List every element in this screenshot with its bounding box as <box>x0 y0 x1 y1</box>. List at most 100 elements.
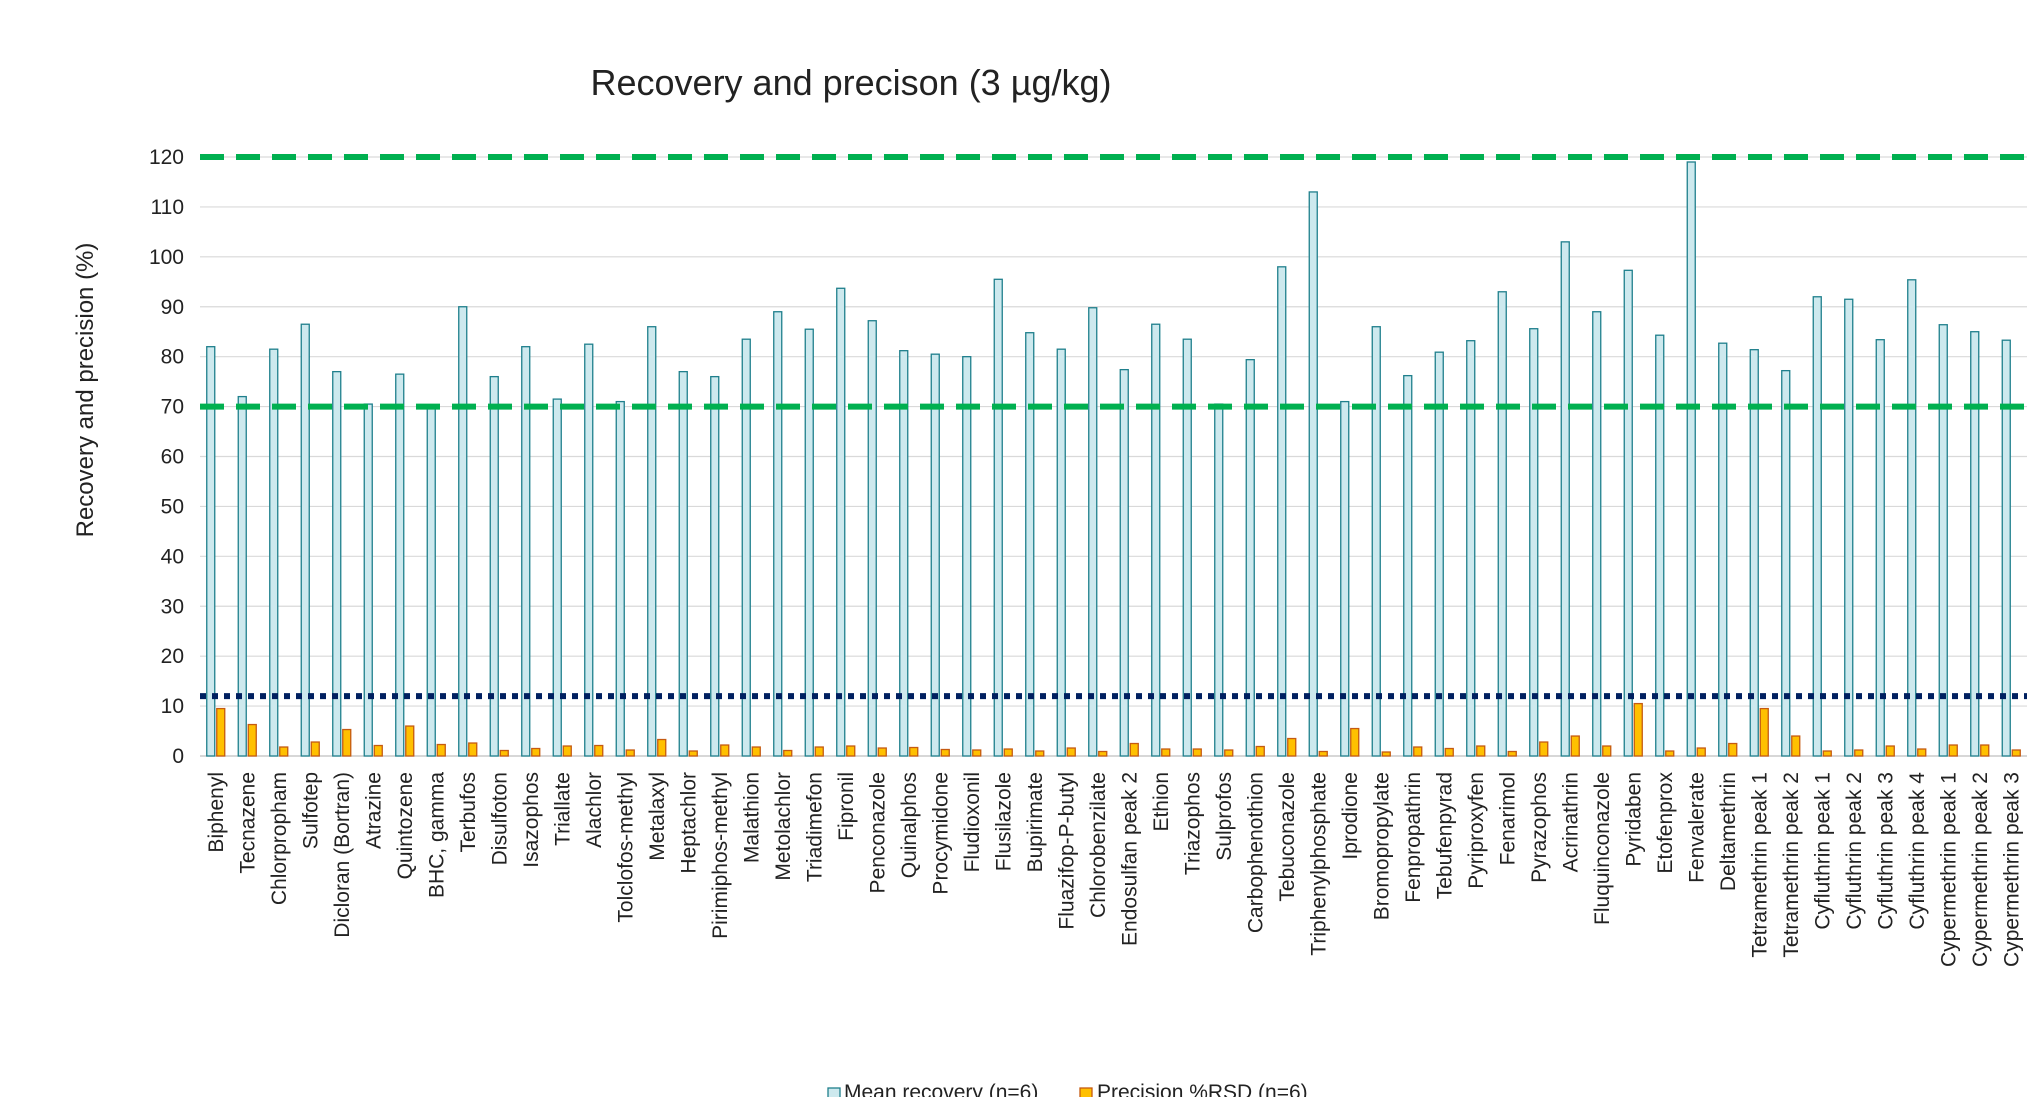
x-category-label: Fenpropathrin <box>1402 772 1425 903</box>
bar-precision-rsd <box>216 707 226 757</box>
bar-mean-recovery <box>899 350 909 757</box>
x-category-label: Heptachlor <box>677 772 700 874</box>
bar-precision-rsd <box>688 750 698 757</box>
bar-precision-rsd <box>625 749 635 757</box>
y-axis-label: Recovery and precision (%) <box>72 243 99 538</box>
x-category-label: Iprodione <box>1339 772 1362 860</box>
x-category-label: Fenvalerate <box>1685 772 1708 883</box>
bar-precision-rsd <box>1507 750 1517 757</box>
x-category-label: Cyfluthrin peak 3 <box>1874 772 1897 930</box>
y-tick-label: 50 <box>161 495 184 518</box>
bar-precision-rsd <box>405 725 415 757</box>
bar-precision-rsd <box>1413 746 1423 757</box>
bar-mean-recovery <box>1245 359 1255 757</box>
bar-mean-recovery <box>206 346 216 757</box>
legend-label-precision: Precision %RSD (n=6) <box>1097 1081 1308 1097</box>
bar-precision-rsd <box>783 749 793 757</box>
bar-precision-rsd <box>1255 745 1265 757</box>
x-category-label: Fludioxonil <box>961 772 984 872</box>
y-tick-label: 110 <box>151 196 184 219</box>
bar-precision-rsd <box>468 742 478 757</box>
bar-mean-recovery <box>1214 403 1224 757</box>
x-category-label: Fluquinconazole <box>1591 772 1614 925</box>
bar-mean-recovery <box>1560 241 1570 757</box>
bar-precision-rsd <box>1539 741 1549 757</box>
bar-mean-recovery <box>930 353 940 757</box>
bar-precision-rsd <box>1665 750 1675 757</box>
bar-precision-rsd <box>720 744 730 757</box>
x-category-label: Tebuconazole <box>1276 772 1299 902</box>
bar-precision-rsd <box>1854 749 1864 757</box>
bar-mean-recovery <box>1907 279 1917 757</box>
bar-precision-rsd <box>1035 750 1045 757</box>
bar-mean-recovery <box>1812 296 1822 757</box>
bar-mean-recovery <box>804 328 814 757</box>
x-category-label: Cypermethrin peak 1 <box>1937 772 1960 967</box>
bar-mean-recovery <box>710 375 720 757</box>
bar-precision-rsd <box>1476 745 1486 757</box>
bar-precision-rsd <box>1318 750 1328 757</box>
bar-precision-rsd <box>940 748 950 757</box>
x-category-label: Fluazifop-P-butyl <box>1055 772 1078 930</box>
bar-mean-recovery <box>332 370 342 757</box>
bar-mean-recovery <box>1371 326 1381 757</box>
bar-precision-rsd <box>1885 745 1895 757</box>
bar-precision-rsd <box>1917 748 1927 757</box>
bar-precision-rsd <box>1224 749 1234 757</box>
bar-precision-rsd <box>909 746 919 757</box>
y-tick-label: 60 <box>161 446 184 469</box>
bar-mean-recovery <box>1781 369 1791 757</box>
bar-mean-recovery <box>426 405 436 757</box>
y-ticks: 0 10 20 30 40 50 60 70 80 90 100 110 120 <box>149 146 184 768</box>
bar-mean-recovery <box>1655 334 1665 757</box>
y-tick-label: 30 <box>161 595 184 618</box>
legend-label-recovery: Mean recovery (n=6) <box>844 1081 1038 1097</box>
bar-precision-rsd <box>1192 748 1202 757</box>
x-category-label: Metolachlor <box>772 772 795 881</box>
x-category-label: Quintozene <box>394 772 417 879</box>
bar-precision-rsd <box>1003 748 1013 757</box>
bar-mean-recovery <box>678 370 688 757</box>
bar-precision-rsd <box>1444 747 1454 757</box>
y-tick-label: 100 <box>149 246 184 269</box>
x-category-label: Cypermethrin peak 2 <box>1969 772 1992 967</box>
x-category-label: Chlorpropham <box>268 772 291 905</box>
bar-precision-rsd <box>1066 747 1076 757</box>
bar-precision-rsd <box>1728 742 1738 757</box>
bar-precision-rsd <box>310 741 320 757</box>
x-category-label: BHC, gamma <box>425 772 448 898</box>
bar-precision-rsd <box>531 747 541 757</box>
bar-precision-rsd <box>1350 727 1360 757</box>
bar-mean-recovery <box>1466 340 1476 757</box>
bar-precision-rsd <box>877 747 887 757</box>
bar-mean-recovery <box>269 348 279 757</box>
bar-mean-recovery <box>521 346 531 757</box>
bar-mean-recovery <box>1844 298 1854 757</box>
bar-mean-recovery <box>773 311 783 757</box>
x-category-label: Ethion <box>1150 772 1173 832</box>
x-category-label: Isazophos <box>520 772 543 868</box>
x-category-label: Cyfluthrin peak 1 <box>1811 772 1834 930</box>
y-tick-label: 0 <box>172 745 184 768</box>
bar-precision-rsd <box>1129 742 1139 757</box>
bar-mean-recovery <box>993 278 1003 757</box>
bar-mean-recovery <box>395 373 405 757</box>
bar-mean-recovery <box>2001 339 2011 757</box>
bar-mean-recovery <box>1875 339 1885 757</box>
bar-precision-rsd <box>1570 735 1580 757</box>
bar-precision-rsd <box>1633 702 1643 757</box>
bar-mean-recovery <box>1277 266 1287 757</box>
bar-mean-recovery <box>489 375 499 757</box>
bar-precision-rsd <box>499 749 509 757</box>
bar-mean-recovery <box>1686 161 1696 757</box>
bar-mean-recovery <box>1308 191 1318 757</box>
x-category-label: Metalaxyl <box>646 772 669 861</box>
bar-precision-rsd <box>562 745 572 757</box>
y-tick-label: 70 <box>161 396 184 419</box>
bar-mean-recovery <box>1403 374 1413 757</box>
bar-mean-recovery <box>300 323 310 757</box>
bar-precision-rsd <box>436 743 446 757</box>
y-tick-label: 120 <box>149 146 184 169</box>
